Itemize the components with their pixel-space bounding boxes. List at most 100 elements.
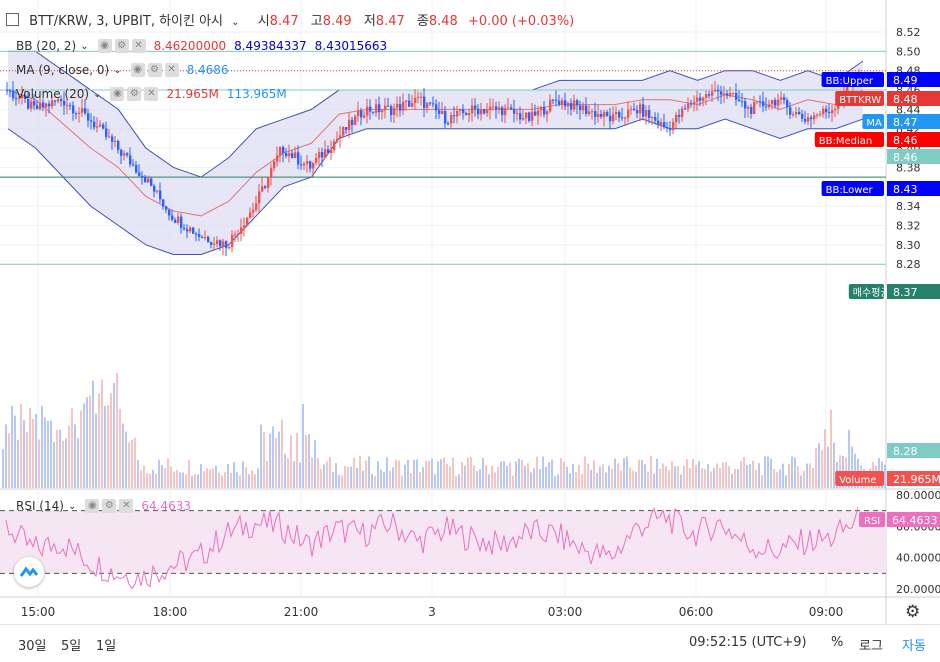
candle-body bbox=[144, 176, 147, 183]
volume-bar bbox=[773, 468, 775, 488]
volume-bar bbox=[185, 474, 187, 488]
chevron-down-icon[interactable]: ⌄ bbox=[113, 64, 122, 76]
candle-body bbox=[621, 117, 624, 119]
volume-bar bbox=[818, 443, 820, 488]
candle-body bbox=[696, 97, 699, 102]
gear-icon[interactable]: ⚙ bbox=[102, 499, 117, 513]
range-5d-button[interactable]: 5일 bbox=[61, 639, 82, 654]
volume-bar bbox=[665, 466, 667, 488]
close-icon[interactable]: ✕ bbox=[119, 499, 134, 513]
candle-body bbox=[51, 100, 54, 107]
bb-legend-name[interactable]: BB (20, 2) bbox=[16, 39, 77, 53]
candle-body bbox=[627, 109, 630, 118]
gear-icon[interactable]: ⚙ bbox=[147, 63, 162, 77]
axis-badge-name-bg bbox=[835, 91, 884, 106]
clock[interactable]: 09:52:15 (UTC+9) bbox=[689, 635, 807, 650]
volume-bar bbox=[491, 465, 493, 488]
candle-body bbox=[114, 141, 117, 143]
candle-body bbox=[102, 124, 105, 129]
chevron-down-icon[interactable]: ⌄ bbox=[80, 40, 89, 52]
symbol-title[interactable]: BTT/KRW, 3, UPBIT, 하이킨 아시 bbox=[29, 14, 224, 29]
volume-bar bbox=[704, 469, 706, 488]
candle-body bbox=[183, 227, 186, 230]
chevron-down-icon[interactable]: ⌄ bbox=[231, 17, 240, 28]
candle-body bbox=[777, 99, 780, 106]
volume-bar bbox=[590, 469, 592, 488]
candle-body bbox=[780, 97, 783, 100]
volume-bar bbox=[242, 461, 244, 488]
bb-fill bbox=[8, 51, 863, 255]
axis-badge-value-bg bbox=[887, 443, 940, 458]
candle-body bbox=[663, 122, 666, 128]
chart-canvas[interactable]: 8.528.508.488.468.448.428.408.388.368.34… bbox=[0, 0, 940, 624]
close-icon[interactable]: ✕ bbox=[131, 39, 146, 53]
volume-bar bbox=[884, 464, 886, 488]
volume-bar bbox=[164, 467, 166, 488]
volume-bar bbox=[347, 466, 349, 488]
rsi-value: 64.4633 bbox=[141, 499, 191, 513]
candle-body bbox=[321, 152, 324, 158]
candle-body bbox=[651, 116, 654, 118]
axis-badge-value: 8.28 bbox=[893, 445, 918, 458]
percent-toggle[interactable]: % bbox=[831, 635, 844, 650]
tradingview-logo[interactable] bbox=[14, 557, 44, 587]
rsi-legend-name[interactable]: RSI (14) bbox=[16, 499, 64, 513]
candle-body bbox=[198, 234, 201, 237]
close-value: 8.48 bbox=[428, 14, 458, 29]
candle-body bbox=[594, 111, 597, 118]
eye-icon[interactable]: ◉ bbox=[85, 499, 100, 513]
volume-bar bbox=[350, 466, 352, 488]
settings-gear[interactable]: ⚙ bbox=[905, 602, 921, 622]
gear-icon[interactable]: ⚙ bbox=[127, 87, 142, 101]
volume-bar bbox=[254, 474, 256, 488]
candle-body bbox=[18, 98, 21, 100]
ma-legend-name[interactable]: MA (9, close, 0) bbox=[16, 63, 110, 77]
close-icon[interactable]: ✕ bbox=[164, 63, 179, 77]
axis-badge-name: 매수평균 bbox=[853, 287, 890, 299]
range-1d-button[interactable]: 1일 bbox=[96, 639, 117, 654]
candle-body bbox=[78, 112, 81, 114]
candle-body bbox=[288, 153, 291, 157]
volume-legend-name[interactable]: Volume (20) bbox=[16, 87, 90, 101]
eye-icon[interactable]: ◉ bbox=[110, 87, 125, 101]
candle-body bbox=[678, 114, 681, 117]
volume-bar bbox=[317, 458, 319, 488]
volume-bar bbox=[578, 464, 580, 488]
eye-icon[interactable]: ◉ bbox=[130, 63, 145, 77]
time-tick-label: 3 bbox=[428, 605, 436, 619]
volume-bar bbox=[797, 466, 799, 488]
candle-body bbox=[339, 135, 342, 139]
rsi-tick-label: 40.0000 bbox=[896, 552, 940, 565]
volume-bar bbox=[65, 438, 67, 488]
volume-bar bbox=[365, 460, 367, 488]
volume-bar bbox=[86, 397, 88, 488]
collapse-icon[interactable] bbox=[6, 13, 19, 26]
chevron-down-icon[interactable]: ⌄ bbox=[67, 500, 77, 512]
volume-bar bbox=[731, 473, 733, 488]
volume-bar bbox=[269, 433, 271, 488]
volume-ma-value: 113.965M bbox=[226, 87, 287, 101]
candle-body bbox=[156, 190, 159, 192]
candle-body bbox=[222, 241, 225, 247]
eye-icon[interactable]: ◉ bbox=[97, 39, 112, 53]
candle-body bbox=[117, 141, 120, 150]
candle-body bbox=[432, 103, 435, 105]
volume-bar bbox=[476, 470, 478, 488]
volume-bar bbox=[812, 467, 814, 488]
close-icon[interactable]: ✕ bbox=[144, 87, 159, 101]
range-30d-button[interactable]: 30일 bbox=[18, 639, 47, 654]
volume-bar bbox=[422, 467, 424, 488]
volume-bar bbox=[374, 475, 376, 488]
volume-bar bbox=[638, 459, 640, 488]
gear-icon[interactable]: ⚙ bbox=[114, 39, 129, 53]
chevron-down-icon[interactable]: ⌄ bbox=[93, 88, 102, 100]
candle-body bbox=[192, 227, 195, 234]
candle-body bbox=[588, 111, 591, 115]
close-label: 종 bbox=[416, 14, 429, 29]
auto-toggle[interactable]: 자동 bbox=[902, 639, 926, 654]
log-toggle[interactable]: 로그 bbox=[859, 639, 883, 654]
candle-body bbox=[63, 101, 66, 106]
volume-bar bbox=[167, 458, 169, 488]
candle-body bbox=[90, 120, 93, 122]
candle-body bbox=[165, 206, 168, 210]
